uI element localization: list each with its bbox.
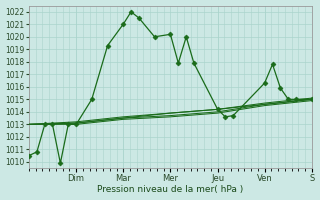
X-axis label: Pression niveau de la mer( hPa ): Pression niveau de la mer( hPa )	[97, 185, 244, 194]
